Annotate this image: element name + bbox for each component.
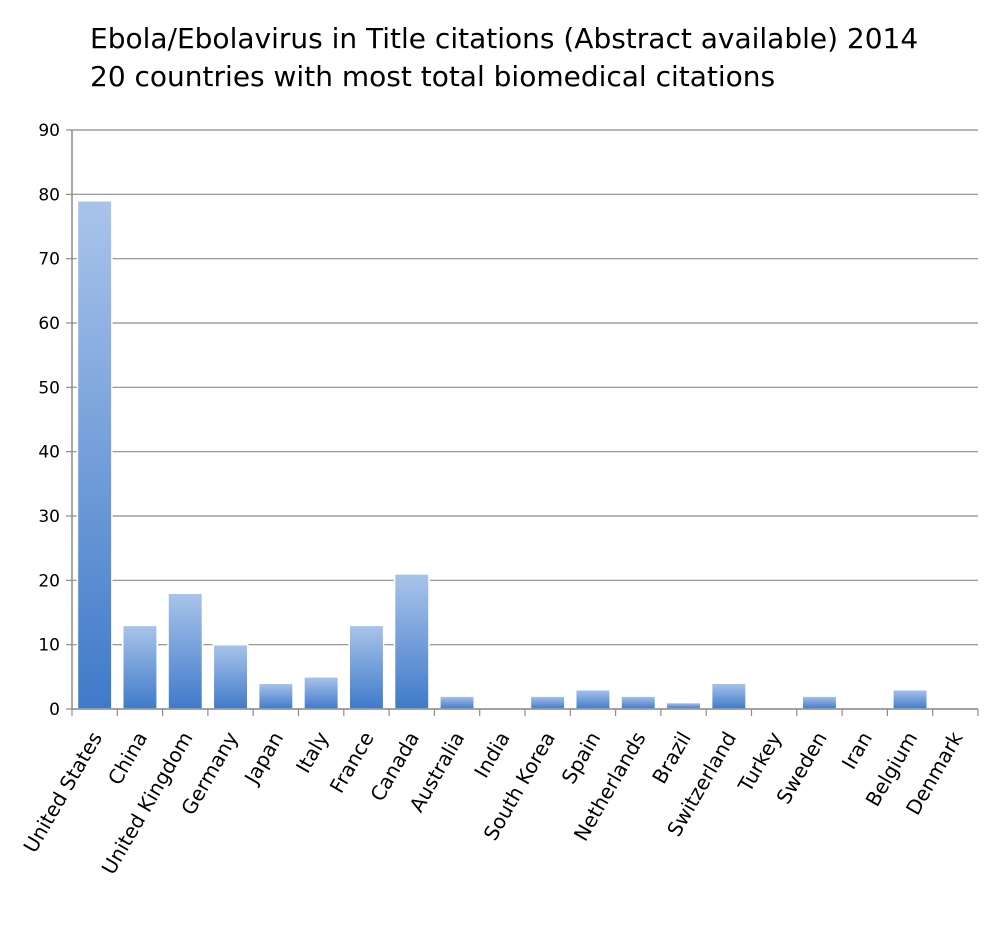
y-tick-label: 80	[38, 185, 60, 205]
x-tick-label: Japan	[239, 728, 289, 790]
bar-sweden	[801, 695, 838, 710]
bar-netherlands	[620, 695, 657, 710]
x-tick-label: China	[103, 728, 152, 789]
x-tick-label: Spain	[557, 728, 606, 788]
x-tick-label: Italy	[291, 727, 334, 777]
y-tick-label: 90	[38, 121, 60, 141]
gridlines	[66, 129, 978, 710]
bar-canada	[393, 573, 430, 710]
x-tick-label: India	[469, 728, 514, 783]
y-axis-tick-labels: 0 10 20 30 40 50 60 70 80 90	[38, 121, 60, 720]
bar-germany	[212, 643, 249, 710]
y-tick-label: 30	[38, 507, 60, 527]
chart-title-line-1: Ebola/Ebolavirus in Title citations (Abs…	[90, 22, 919, 55]
y-tick-label: 70	[38, 250, 60, 270]
y-tick-label: 20	[38, 571, 60, 591]
bar-switzerland	[710, 682, 747, 710]
axes	[71, 130, 979, 716]
y-tick-label: 40	[38, 443, 60, 463]
y-tick-label: 60	[38, 314, 60, 334]
bar-spain	[574, 688, 611, 710]
x-tick-label: United States	[18, 728, 107, 857]
bar-france	[348, 624, 385, 710]
bar-brazil	[665, 701, 702, 710]
bar-china	[121, 624, 158, 710]
bar-australia	[439, 695, 476, 710]
chart-title: Ebola/Ebolavirus in Title citations (Abs…	[90, 20, 990, 96]
x-tick-label: Iran	[837, 728, 877, 774]
bars	[76, 200, 929, 710]
y-tick-label: 50	[38, 378, 60, 398]
bar-united-states	[76, 200, 113, 710]
bar-italy	[303, 676, 340, 710]
bar-japan	[257, 682, 294, 710]
bar-south-korea	[529, 695, 566, 710]
bar-united-kingdom	[167, 592, 204, 710]
y-tick-label: 10	[38, 636, 60, 656]
x-tick-label: Brazil	[647, 728, 696, 788]
y-tick-label: 0	[49, 700, 60, 720]
bar-belgium	[892, 688, 929, 710]
chart-title-line-2: 20 countries with most total biomedical …	[90, 60, 776, 93]
